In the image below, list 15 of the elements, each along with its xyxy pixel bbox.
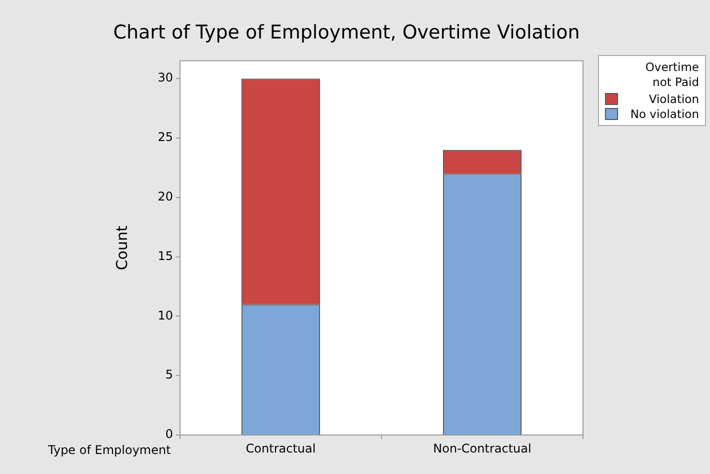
legend-label: No violation	[630, 106, 699, 120]
y-tick-label: 15	[158, 248, 173, 263]
x-tick-label: Contractual	[246, 441, 316, 456]
y-tick-label: 30	[158, 70, 173, 85]
y-tick-label: 0	[165, 427, 173, 442]
chart-title: Chart of Type of Employment, Overtime Violation	[113, 21, 580, 44]
y-tick-label: 10	[158, 308, 173, 322]
y-tick-label: 20	[158, 190, 173, 204]
legend-title: Overtime not Paid	[644, 60, 699, 90]
x-tick-label: Non-Contractual	[433, 441, 532, 456]
y-axis-title: Count	[112, 226, 131, 270]
y-tick-label: 25	[158, 130, 173, 144]
x-axis-title: Type of Employment	[48, 443, 171, 457]
y-tick-label: 5	[165, 368, 173, 382]
text: Violation	[648, 92, 699, 106]
